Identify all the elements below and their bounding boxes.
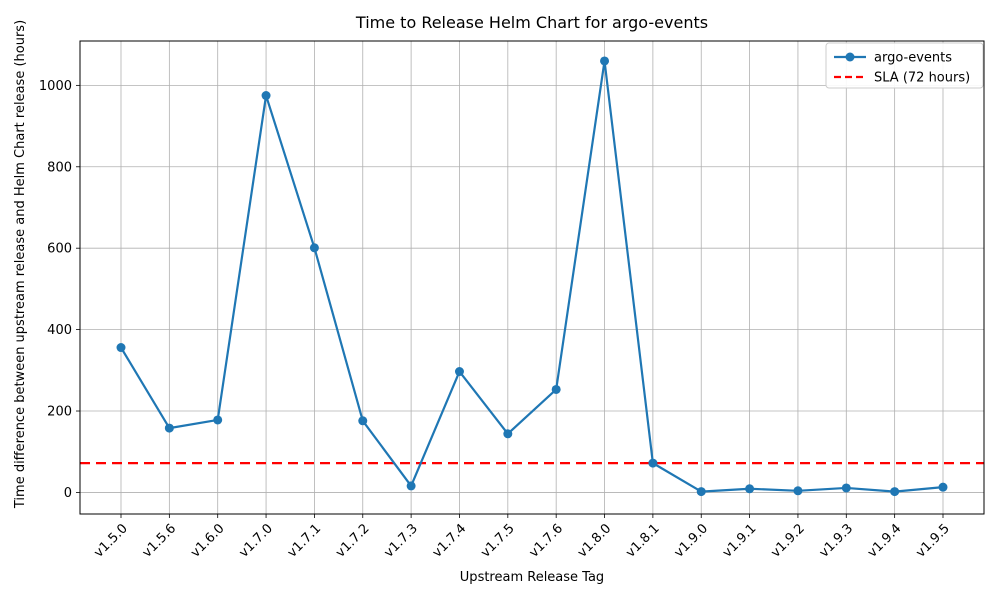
x-tick-label: v1.7.2 <box>333 521 372 560</box>
data-point <box>261 91 271 101</box>
x-tick-label: v1.8.1 <box>623 521 662 560</box>
data-point <box>938 482 948 492</box>
x-tick-label: v1.6.0 <box>188 521 227 560</box>
x-tick-label: v1.7.0 <box>236 521 275 560</box>
legend-sla-label: SLA (72 hours) <box>874 71 970 86</box>
y-tick-label: 0 <box>64 486 72 501</box>
x-tick-label: v1.7.1 <box>285 521 324 560</box>
data-point <box>648 458 658 468</box>
data-point <box>696 487 706 497</box>
legend: argo-events SLA (72 hours) <box>825 42 984 89</box>
x-tick-label: v1.9.2 <box>768 521 807 560</box>
legend-series-label: argo-events <box>874 51 952 66</box>
data-point <box>164 423 174 433</box>
x-tick-label: v1.7.5 <box>478 521 517 560</box>
data-point <box>358 416 368 426</box>
data-point <box>841 483 851 493</box>
data-point <box>745 484 755 494</box>
data-point <box>213 415 223 425</box>
data-point <box>551 384 561 394</box>
y-tick-label: 600 <box>47 242 72 257</box>
y-tick-label: 1000 <box>39 79 72 94</box>
x-tick-label: v1.5.0 <box>91 521 130 560</box>
y-tick-label: 200 <box>47 405 72 420</box>
x-tick-label: v1.5.6 <box>140 521 179 560</box>
x-tick-label: v1.7.4 <box>430 521 469 560</box>
x-tick-label: v1.8.0 <box>575 521 614 560</box>
x-tick-label: v1.9.5 <box>913 521 952 560</box>
legend-series-marker <box>845 52 855 62</box>
x-tick-label: v1.7.6 <box>527 521 566 560</box>
x-tick-label: v1.9.1 <box>720 521 759 560</box>
data-point <box>406 481 416 491</box>
x-tick-label: v1.9.0 <box>672 521 711 560</box>
data-point <box>454 367 464 377</box>
data-point <box>309 243 319 253</box>
data-point <box>116 343 126 353</box>
x-tick-label: v1.7.3 <box>382 521 421 560</box>
y-tick-label: 800 <box>47 160 72 175</box>
data-point <box>793 486 803 496</box>
series-line <box>120 59 944 493</box>
data-point <box>600 56 610 66</box>
y-tick-label: 400 <box>47 323 72 338</box>
chart-title: Time to Release Helm Chart for argo-even… <box>355 13 708 32</box>
gridlines-layer <box>80 41 984 514</box>
data-point <box>890 487 900 497</box>
legend-box <box>825 42 984 89</box>
plot-border <box>79 40 985 515</box>
x-tick-label: v1.9.4 <box>865 521 904 560</box>
data-series-layer <box>116 56 948 497</box>
y-axis-label: Time difference between upstream release… <box>13 20 28 509</box>
data-point <box>503 429 513 439</box>
x-axis-label: Upstream Release Tag <box>460 570 604 585</box>
x-tick-label: v1.9.3 <box>817 521 856 560</box>
